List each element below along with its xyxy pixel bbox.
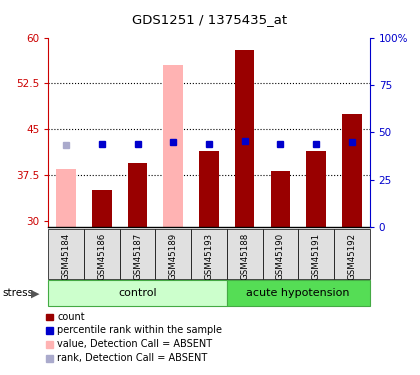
Text: stress: stress [2, 288, 33, 298]
Text: GSM45193: GSM45193 [205, 233, 213, 280]
Text: GSM45190: GSM45190 [276, 233, 285, 280]
Text: count: count [57, 312, 85, 321]
Bar [120, 229, 155, 279]
Bar [163, 65, 183, 227]
Text: GSM45191: GSM45191 [312, 233, 320, 280]
Bar [48, 280, 227, 306]
Bar [342, 114, 362, 227]
Bar [191, 229, 227, 279]
Text: GSM45189: GSM45189 [169, 233, 178, 280]
Bar [155, 229, 191, 279]
Bar [92, 190, 112, 227]
Bar [48, 229, 84, 279]
Bar [262, 229, 298, 279]
Text: control: control [118, 288, 157, 298]
Bar [199, 150, 219, 227]
Bar [298, 229, 334, 279]
Text: GSM45184: GSM45184 [62, 233, 71, 280]
Text: value, Detection Call = ABSENT: value, Detection Call = ABSENT [57, 339, 212, 349]
Bar [56, 169, 76, 227]
Bar [270, 171, 290, 227]
Bar [84, 229, 120, 279]
Bar [227, 280, 370, 306]
Text: GSM45186: GSM45186 [97, 233, 106, 280]
Bar [306, 150, 326, 227]
Bar [128, 163, 147, 227]
Bar [235, 50, 255, 227]
Text: GSM45188: GSM45188 [240, 233, 249, 280]
Bar [334, 229, 370, 279]
Text: GSM45187: GSM45187 [133, 233, 142, 280]
Text: rank, Detection Call = ABSENT: rank, Detection Call = ABSENT [57, 353, 207, 363]
Text: ▶: ▶ [31, 288, 39, 298]
Text: GDS1251 / 1375435_at: GDS1251 / 1375435_at [132, 13, 288, 26]
Text: percentile rank within the sample: percentile rank within the sample [57, 326, 222, 335]
Bar [227, 229, 262, 279]
Text: GSM45192: GSM45192 [347, 233, 356, 280]
Text: acute hypotension: acute hypotension [247, 288, 350, 298]
